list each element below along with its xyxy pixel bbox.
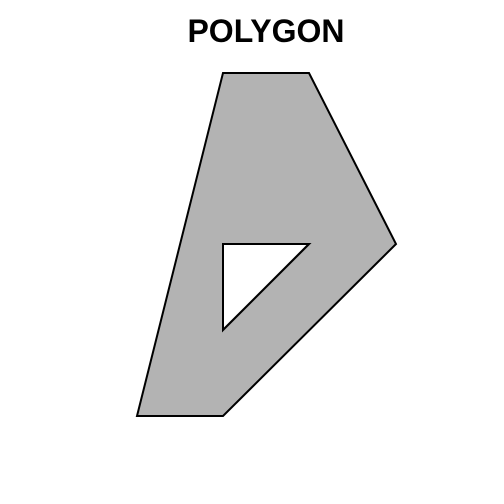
polygon-hole <box>222 243 312 333</box>
page-title: POLYGON <box>187 13 345 49</box>
